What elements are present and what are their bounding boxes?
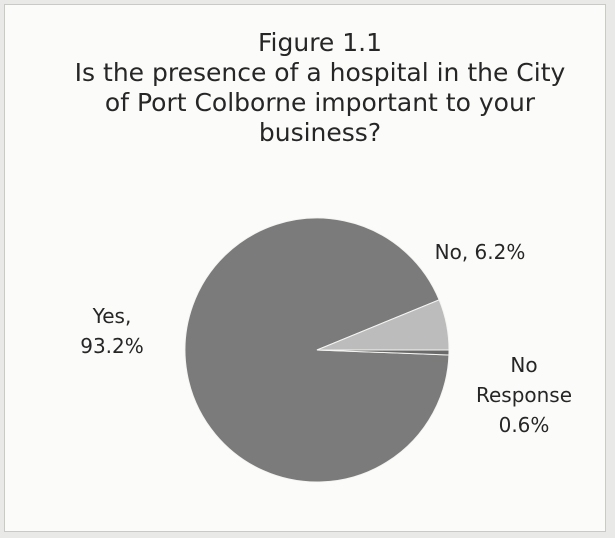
chart-subtitle-line-1: Is the presence of a hospital in the Cit… <box>74 58 566 87</box>
chart-subtitle-line-2: of Port Colborne important to your <box>104 88 536 117</box>
pie-label-no-response-line: 0.6% <box>499 413 550 437</box>
pie-label-no-response-line: Response <box>476 383 572 407</box>
chart-subtitle-line-3: business? <box>258 118 382 147</box>
pie-label-no-line: No, 6.2% <box>435 240 526 264</box>
pie-slice-no-response <box>316 349 450 356</box>
pie-label-no-response-line: No <box>510 353 537 377</box>
pie-label-no-response: No Response 0.6% <box>476 353 572 437</box>
chart-title-block: Figure 1.1 Is the presence of a hospital… <box>0 28 615 148</box>
pie-label-yes: Yes, 93.2% <box>80 304 144 358</box>
pie-label-no: No, 6.2% <box>435 240 526 264</box>
chart-title: Figure 1.1 <box>257 28 383 57</box>
pie-label-yes-line: Yes, <box>92 304 132 328</box>
pie-label-yes-line: 93.2% <box>80 334 144 358</box>
